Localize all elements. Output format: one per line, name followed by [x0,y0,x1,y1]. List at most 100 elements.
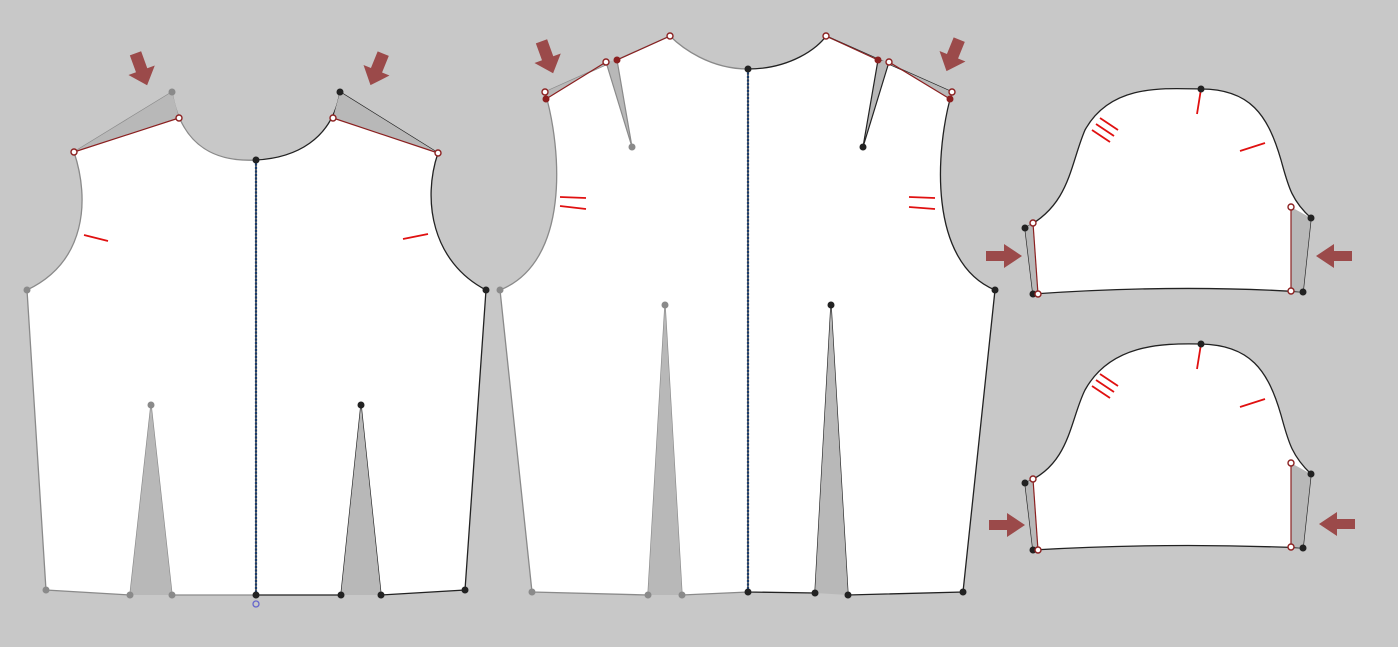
sleeve-lower-left-new-seam[interactable] [1032,478,1039,551]
sleeve-lower-notch [1099,373,1119,387]
back-point[interactable] [744,588,752,596]
back-left-shoulder-dart-leg [605,61,633,148]
back-point[interactable] [991,286,999,294]
sleeve-lower-point[interactable] [1299,544,1307,552]
sleeve-lower-left-wedge [1025,479,1038,550]
back-right-armhole-notch [908,196,936,199]
front-point[interactable] [23,286,31,294]
sleeve-upper-outline[interactable] [1024,87,1312,295]
back-left-armhole-notch [559,205,587,210]
sleeve-lower-point[interactable] [1034,546,1042,554]
front-right-dart [341,405,381,595]
sleeve-lower-point[interactable] [1197,340,1205,348]
sleeve-upper-left-wedge [1025,223,1038,294]
back-point[interactable] [844,591,852,599]
front-right-new-shoulder[interactable] [332,117,439,154]
front-point[interactable] [337,591,345,599]
sleeve-lower-point[interactable] [1287,543,1295,551]
front-point[interactable] [461,586,469,594]
front-point[interactable] [336,88,344,96]
sleeve-upper-notch [1095,123,1115,137]
back-point[interactable] [859,143,867,151]
front-point[interactable] [175,114,183,122]
front-point[interactable] [329,114,337,122]
back-right-shoulder-dart-leg [862,59,879,148]
sleeve-lower-cap-notch [1196,343,1202,370]
back-right-new-shoulder[interactable] [888,61,951,100]
back-point[interactable] [542,95,550,103]
back-point[interactable] [946,95,954,103]
back-point[interactable] [666,32,674,40]
back-point[interactable] [644,591,652,599]
sleeve-upper-point[interactable] [1197,85,1205,93]
front-point[interactable] [168,88,176,96]
sleeve-upper-left-new-seam[interactable] [1032,222,1039,295]
front-point[interactable] [377,591,385,599]
back-left-new-shoulder[interactable] [616,35,671,61]
sleeve-upper-point[interactable] [1287,287,1295,295]
front-point[interactable] [42,586,50,594]
back-right-new-shoulder[interactable] [825,35,879,61]
back-point[interactable] [959,588,967,596]
sleeve-lower-point[interactable] [1287,459,1295,467]
sleeve-upper-point[interactable] [1287,203,1295,211]
sleeve-upper-point[interactable] [1307,214,1315,222]
sleeve-upper-point[interactable] [1034,290,1042,298]
sleeve-upper-back-notch [1239,142,1266,152]
front-left-dart [130,405,172,595]
sleeve-upper-point[interactable] [1021,224,1029,232]
sleeve-upper-point[interactable] [1029,219,1037,227]
back-point[interactable] [885,58,893,66]
back-point[interactable] [948,88,956,96]
front-point[interactable] [70,148,78,156]
back-point[interactable] [541,88,549,96]
sleeve-lower-notch [1095,379,1115,393]
front-point[interactable] [434,149,442,157]
front-point[interactable] [126,591,134,599]
back-point[interactable] [678,591,686,599]
back-point[interactable] [874,56,882,64]
back-bodice[interactable] [496,32,999,599]
back-right-waist-dart [815,305,848,595]
back-point[interactable] [528,588,536,596]
front-point[interactable] [252,591,260,599]
back-point[interactable] [602,58,610,66]
sleeve-lower-outline[interactable] [1024,343,1312,551]
front-bodice[interactable] [23,88,490,608]
back-point[interactable] [744,65,752,73]
sleeve-lower-point[interactable] [1307,470,1315,478]
back-point[interactable] [661,301,669,309]
front-point[interactable] [168,591,176,599]
back-point[interactable] [613,56,621,64]
back-left-shoulder-dart-leg [616,59,633,148]
front-point[interactable] [252,156,260,164]
back-point[interactable] [827,301,835,309]
front-point[interactable] [147,401,155,409]
sleeve-lower-back-notch [1239,398,1266,408]
front-right-armhole-notch [402,233,429,240]
sleeve-lower-point[interactable] [1029,475,1037,483]
front-origin-point[interactable] [252,600,260,608]
back-right-armhole-notch [908,206,936,210]
sleeve-lower-point[interactable] [1021,479,1029,487]
sleeve-upper-point[interactable] [1299,288,1307,296]
back-point[interactable] [822,32,830,40]
back-point[interactable] [628,143,636,151]
sleeve-lower-right-wedge [1291,463,1311,548]
front-left-armhole-notch [83,234,109,242]
front-point[interactable] [357,401,365,409]
front-left-new-shoulder[interactable] [73,117,180,153]
back-left-waist-dart [648,305,682,595]
sleeve-upper[interactable] [1021,85,1315,298]
front-point[interactable] [482,286,490,294]
sleeve-upper-notch [1099,117,1119,131]
sleeve-upper-right-wedge [1291,207,1311,292]
front-right-shoulder-wedge [333,92,438,153]
back-point[interactable] [496,286,504,294]
sleeve-upper-cap-notch [1196,88,1202,115]
sleeve-lower[interactable] [1021,340,1315,554]
back-left-new-shoulder[interactable] [545,61,607,100]
back-point[interactable] [811,589,819,597]
